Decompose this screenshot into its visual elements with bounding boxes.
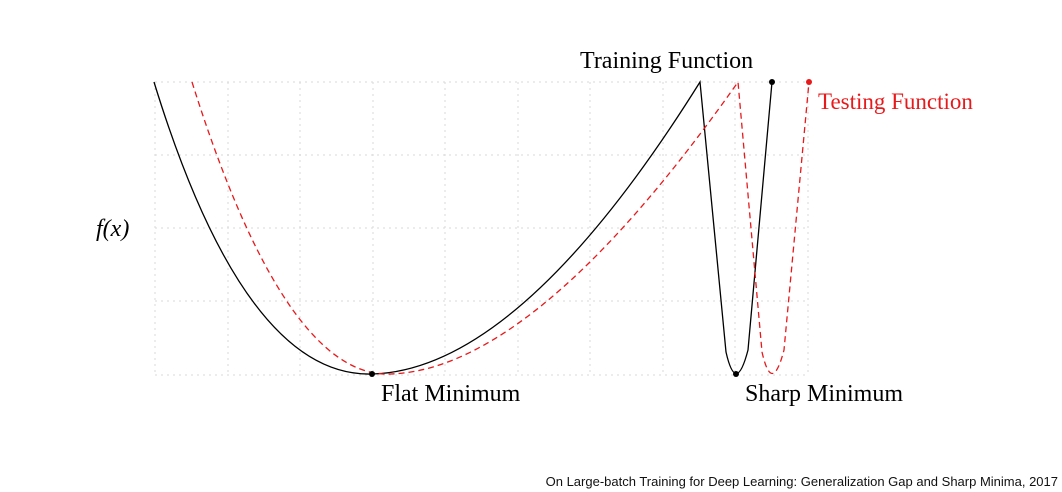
sharp-minimum-point — [733, 371, 739, 377]
testing-end-point — [806, 79, 812, 85]
flat-minimum-point — [369, 371, 375, 377]
training-end-point — [769, 79, 775, 85]
training-function-curve — [153, 80, 773, 375]
sharp-minimum-label: Sharp Minimum — [745, 381, 903, 407]
testing-function-curve — [191, 80, 810, 375]
y-axis-label: f(x) — [96, 216, 129, 242]
plot-grid — [154, 81, 809, 376]
flat-minimum-label: Flat Minimum — [381, 381, 521, 407]
testing-function-label: Testing Function — [818, 89, 973, 114]
source-caption: On Large-batch Training for Deep Learnin… — [545, 474, 1058, 489]
training-function-label: Training Function — [580, 48, 753, 74]
